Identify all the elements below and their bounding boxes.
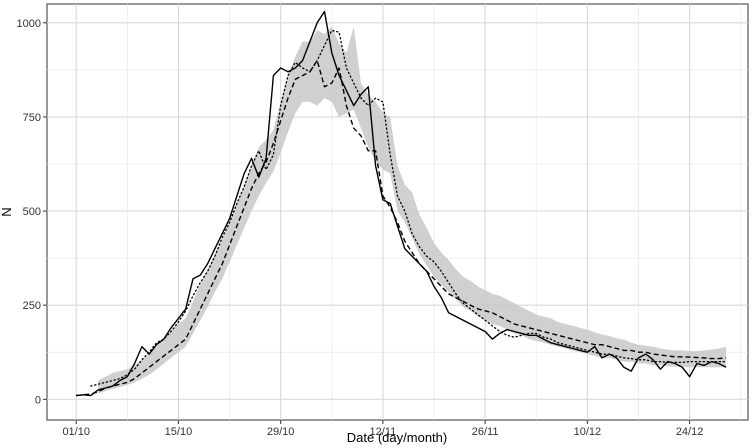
uncertainty-band — [98, 26, 727, 394]
y-tick-label: 750 — [23, 112, 41, 124]
x-tick-label: 24/12 — [676, 426, 704, 438]
x-tick-label: 12/11 — [370, 426, 397, 438]
x-tick-label: 29/10 — [267, 426, 295, 438]
y-axis: 0 250 500 750 1000 — [17, 18, 47, 406]
series-line-solid — [76, 10, 727, 397]
series-line-dotted — [90, 29, 727, 387]
y-tick-label: 250 — [23, 300, 41, 312]
y-axis-title: N — [0, 207, 14, 216]
y-tick-label: 0 — [35, 394, 41, 406]
series-lines — [76, 10, 727, 397]
series-line-dashed — [76, 59, 727, 397]
x-tick-label: 15/10 — [165, 426, 193, 438]
x-tick-label: 01/10 — [62, 426, 90, 438]
x-axis: 01/10 15/10 29/10 12/11 26/11 10/12 24/12 — [62, 420, 703, 438]
y-tick-label: 1000 — [17, 18, 41, 30]
x-tick-label: 10/12 — [574, 426, 602, 438]
x-tick-label: 26/11 — [472, 426, 499, 438]
x-axis-title: Date (day/month) — [347, 430, 447, 445]
band-area — [98, 26, 727, 394]
y-tick-label: 500 — [23, 206, 41, 218]
